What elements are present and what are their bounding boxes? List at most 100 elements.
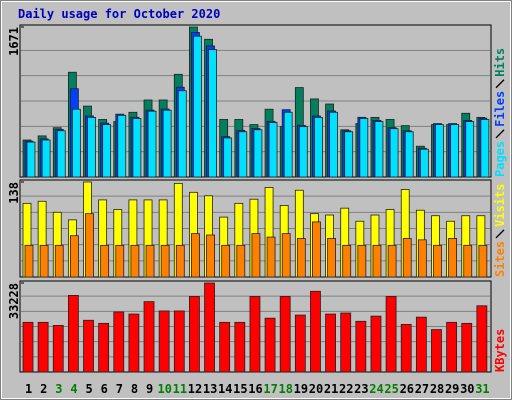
bar [329, 111, 338, 178]
legend-separator [495, 229, 505, 239]
bar [177, 90, 187, 178]
bar [296, 238, 306, 278]
x-tick-label: 15 [233, 382, 247, 396]
x-tick-label: 12 [188, 382, 202, 396]
bar [264, 317, 276, 373]
bar [236, 244, 246, 278]
x-tick-label: 9 [146, 382, 153, 396]
bar [374, 121, 384, 178]
bar [370, 315, 382, 373]
bar [219, 321, 231, 373]
legend-label: Hits [493, 48, 507, 77]
bar [450, 124, 460, 178]
x-tick-label: 13 [203, 382, 217, 396]
bar [173, 310, 185, 373]
bar [24, 244, 34, 278]
bar [26, 141, 36, 178]
legend-separator [495, 79, 505, 89]
x-tick-label: 30 [460, 382, 474, 396]
x-tick-label: 11 [173, 382, 187, 396]
bar [314, 116, 323, 178]
bar [132, 118, 142, 178]
bar [206, 234, 215, 278]
bar [145, 244, 155, 278]
bar [113, 311, 125, 373]
bar [327, 238, 336, 278]
legend-label: Pages [493, 141, 507, 177]
bar [115, 244, 125, 278]
x-tick-label: 20 [309, 382, 323, 396]
x-tick-label: 31 [475, 382, 489, 396]
x-tick-label: 29 [445, 382, 459, 396]
bar [251, 233, 261, 278]
bar [448, 238, 458, 278]
bar [193, 35, 202, 178]
bar [234, 321, 246, 373]
bar [69, 235, 79, 278]
bar [147, 110, 157, 178]
legend-label: Files [493, 91, 507, 127]
x-tick-label: 22 [339, 382, 353, 396]
x-tick-label: 19 [294, 382, 308, 396]
bar [431, 329, 442, 373]
bar [281, 233, 291, 278]
x-tick-label: 28 [430, 382, 444, 396]
bar [463, 244, 473, 278]
bar [162, 109, 172, 178]
bar [71, 108, 81, 178]
bar [402, 238, 412, 278]
bar [310, 290, 321, 373]
bar [37, 321, 49, 373]
x-tick-label: 2 [40, 382, 47, 396]
bar [102, 124, 112, 178]
y-tick-label: 33228 [7, 283, 21, 319]
bar [283, 111, 293, 178]
bar [175, 244, 185, 278]
x-tick-label: 10 [157, 382, 171, 396]
bar [22, 321, 34, 373]
bar [238, 131, 248, 178]
x-tick-label: 1 [25, 382, 32, 396]
bar [100, 244, 110, 278]
bar [208, 49, 217, 178]
bar [340, 312, 352, 373]
bar [417, 239, 427, 278]
bar [389, 128, 399, 178]
bar [85, 213, 94, 278]
y-tick-label: 1671 [7, 27, 21, 56]
bar [67, 295, 79, 373]
bar [400, 323, 412, 373]
bar [268, 122, 278, 178]
legend-label: Visits [493, 184, 507, 227]
bar [160, 244, 170, 278]
bar [355, 320, 367, 373]
bar [419, 148, 429, 178]
bar [249, 296, 261, 373]
x-tick-label: 5 [85, 382, 92, 396]
bar [223, 137, 233, 178]
x-tick-label: 16 [248, 382, 262, 396]
x-tick-label: 26 [400, 382, 414, 396]
bar [204, 282, 215, 373]
bar [415, 316, 427, 373]
bar [465, 121, 475, 178]
bar [404, 131, 414, 178]
legend-label: KBytes [493, 329, 507, 372]
x-tick-label: 24 [369, 382, 383, 396]
bar [312, 221, 321, 278]
bar [359, 118, 369, 178]
x-tick-label: 23 [354, 382, 368, 396]
bar [266, 236, 276, 278]
bar [435, 124, 444, 178]
bar [191, 233, 200, 278]
bar [87, 116, 96, 178]
x-tick-label: 4 [70, 382, 77, 396]
bar [387, 244, 397, 278]
bar [130, 244, 140, 278]
bar [344, 131, 354, 178]
bar [279, 296, 291, 373]
x-tick-label: 17 [263, 382, 277, 396]
